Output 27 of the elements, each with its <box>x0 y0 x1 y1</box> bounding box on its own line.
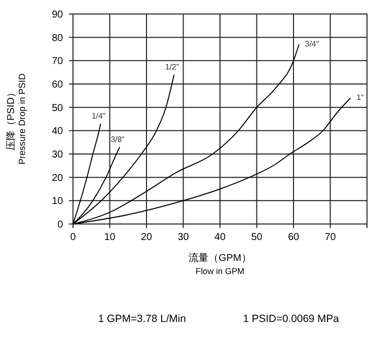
y-tick-label: 0 <box>57 220 64 230</box>
y-tick-label: 30 <box>52 150 64 160</box>
x-tick-label: 70 <box>324 232 336 243</box>
text: 1 GPM=3.78 L/Min <box>98 313 186 325</box>
y-tick-label: 60 <box>52 80 64 90</box>
x-axis-title: 流量（GPM） Flow in GPM <box>188 252 252 276</box>
y-axis-title: 压降（PSID） Pressure Drop in PSID <box>5 72 27 165</box>
x-tick-label: 0 <box>70 232 76 243</box>
series-label: 1/2" <box>165 62 180 72</box>
y-tick-label: 10 <box>52 196 64 208</box>
series-label: 1/4" <box>92 112 106 121</box>
x-tick-label: 30 <box>178 232 190 243</box>
y-tick-label: 90 <box>52 10 64 20</box>
y-tick-label: 80 <box>52 32 64 44</box>
series-label: 3/4" <box>305 39 320 48</box>
x-tick-label: 10 <box>104 232 116 243</box>
x-tick-label: 40 <box>214 232 226 243</box>
y-tick-label: 50 <box>52 102 64 114</box>
x-tick-label: 60 <box>288 232 300 243</box>
x-tick-label: 20 <box>140 232 152 243</box>
series-label: 1" <box>356 93 364 102</box>
y-tick-label: 40 <box>52 126 64 138</box>
text: 1 PSID=0.0069 MPa <box>242 313 340 325</box>
y-tick-label: 70 <box>52 56 64 68</box>
series-label: 3/8" <box>110 135 125 144</box>
y-tick-label: 20 <box>52 172 64 184</box>
x-tick-label: 50 <box>251 232 263 243</box>
